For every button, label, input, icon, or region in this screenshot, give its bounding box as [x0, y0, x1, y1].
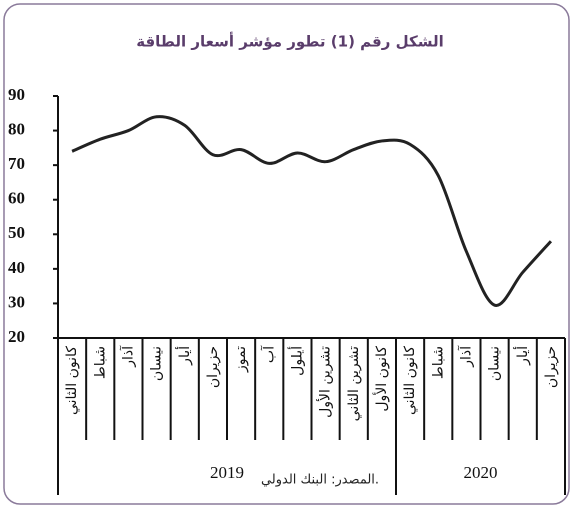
- source: المصدر: البنك الدولي.: [261, 473, 379, 488]
- x-tick-label: نيسان: [487, 346, 503, 381]
- y-tick-label: 90: [8, 85, 25, 104]
- x-tick-label: كانون الأول: [372, 346, 390, 412]
- y-tick-label: 60: [8, 189, 25, 208]
- x-tick-label: آذار: [457, 345, 474, 368]
- y-tick-label: 70: [8, 154, 25, 173]
- y-tick-label: 50: [8, 223, 25, 242]
- x-tick-label: أيلول: [287, 346, 305, 376]
- x-tick-label: آب: [260, 345, 277, 363]
- x-tick-label: حزيران: [543, 346, 559, 388]
- x-tick-label: كانون الثاني: [402, 346, 418, 415]
- x-tick-label: شباط: [430, 346, 446, 379]
- x-tick-label: حزيران: [205, 346, 221, 388]
- group-label: 2020: [464, 463, 498, 482]
- chart-title: الشكل رقم (1) تطور مؤشر أسعار الطاقة: [136, 32, 443, 51]
- y-tick-label: 40: [8, 258, 25, 277]
- x-tick-label: شباط: [92, 346, 108, 379]
- y-tick-label: 20: [8, 327, 25, 346]
- x-tick-label: كانون الثاني: [64, 346, 80, 415]
- x-tick-label: تشرين الثاني: [346, 346, 362, 421]
- frame: [3, 3, 570, 505]
- x-tick-label: أيار: [175, 346, 193, 366]
- x-tick-label: آذار: [119, 345, 136, 368]
- group-label: 2019: [210, 463, 244, 482]
- y-tick-label: 80: [8, 119, 25, 138]
- x-tick-label: أيار: [513, 346, 531, 366]
- line-series: [71, 115, 553, 307]
- x-tick-label: تشرين الأول: [316, 346, 334, 418]
- y-tick-label: 30: [8, 292, 25, 311]
- x-tick-label: تموز: [233, 346, 249, 373]
- x-tick-label: نيسان: [149, 346, 165, 381]
